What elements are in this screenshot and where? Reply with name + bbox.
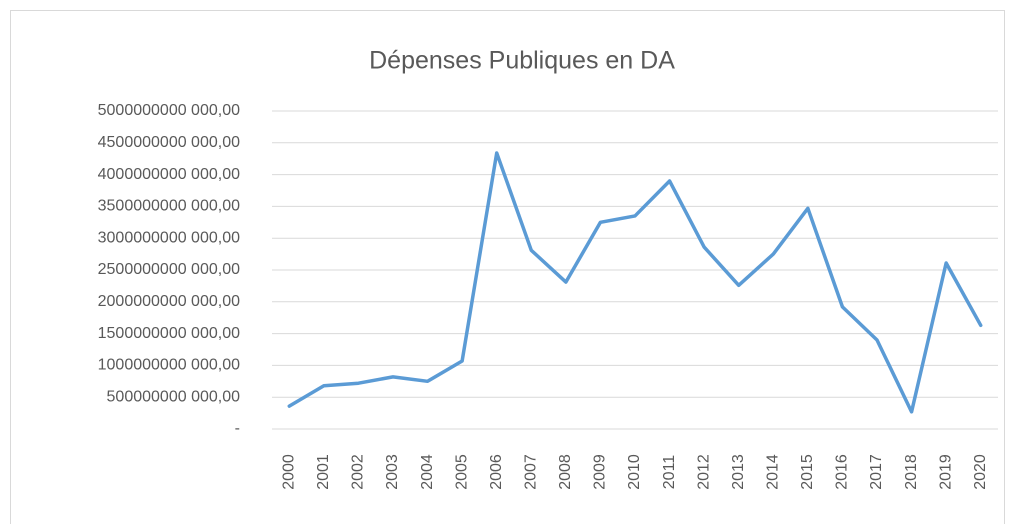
chart-title: Dépenses Publiques en DA bbox=[369, 47, 675, 75]
x-tick-label: 2008 bbox=[557, 454, 574, 490]
x-tick-label: 2010 bbox=[626, 454, 643, 490]
x-tick-label: 2006 bbox=[488, 454, 505, 490]
x-tick-label: 2011 bbox=[661, 455, 678, 490]
y-tick-label: 4000000000 000,00 bbox=[98, 166, 240, 183]
y-tick-label: 3500000000 000,00 bbox=[98, 198, 240, 215]
x-tick-label: 2018 bbox=[903, 454, 920, 490]
y-tick-label: 4500000000 000,00 bbox=[98, 134, 240, 151]
x-tick-label: 2013 bbox=[730, 454, 747, 490]
x-tick-label: 2019 bbox=[937, 454, 954, 490]
y-tick-label: 1500000000 000,00 bbox=[98, 325, 240, 342]
x-tick-label: 2020 bbox=[972, 454, 989, 490]
y-tick-label: 1000000000 000,00 bbox=[98, 357, 240, 374]
x-tick-label: 2000 bbox=[281, 454, 298, 490]
x-tick-label: 2002 bbox=[350, 454, 367, 490]
x-tick-label: 2005 bbox=[453, 454, 470, 490]
y-tick-label: 3000000000 000,00 bbox=[98, 229, 240, 246]
y-tick-label: - bbox=[235, 420, 240, 437]
x-tick-label: 2016 bbox=[834, 454, 851, 490]
x-tick-label: 2001 bbox=[315, 454, 332, 490]
x-tick-label: 2017 bbox=[868, 454, 885, 490]
x-tick-label: 2004 bbox=[419, 454, 436, 490]
x-tick-label: 2007 bbox=[523, 454, 540, 490]
x-tick-label: 2014 bbox=[765, 454, 782, 490]
chart-frame bbox=[10, 10, 1005, 524]
y-tick-label: 500000000 000,00 bbox=[107, 388, 241, 405]
x-tick-label: 2003 bbox=[384, 454, 401, 490]
y-tick-label: 2000000000 000,00 bbox=[98, 293, 240, 310]
y-tick-label: 2500000000 000,00 bbox=[98, 261, 240, 278]
data-line bbox=[287, 151, 983, 414]
x-tick-label: 2015 bbox=[799, 454, 816, 490]
x-tick-label: 2012 bbox=[695, 454, 712, 490]
y-tick-label: 5000000000 000,00 bbox=[98, 102, 240, 119]
x-tick-label: 2009 bbox=[592, 454, 609, 490]
